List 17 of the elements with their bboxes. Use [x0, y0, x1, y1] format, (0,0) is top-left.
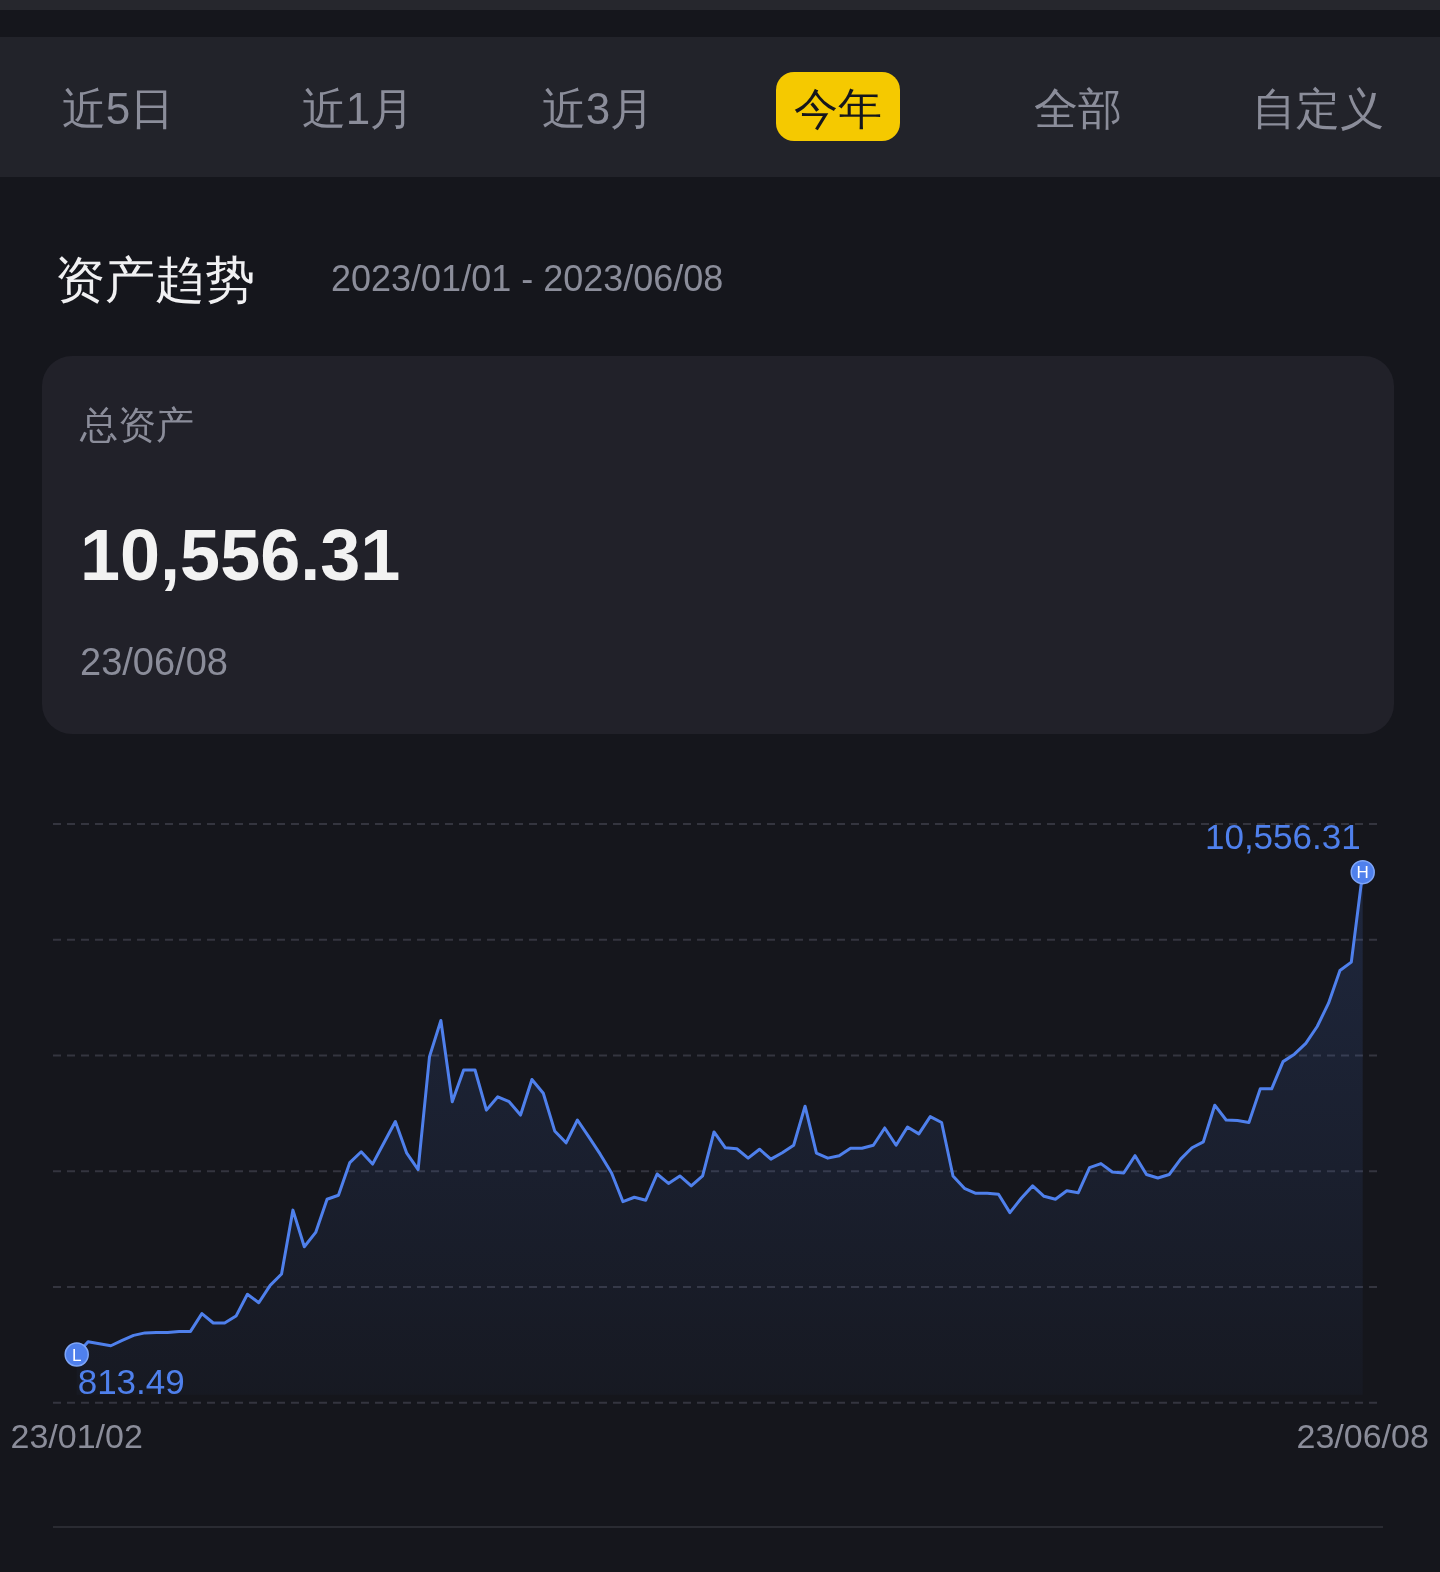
tab-label: 全部	[1034, 84, 1122, 133]
card-label: 10,556.31	[80, 515, 401, 595]
tab-label: 近3月	[541, 84, 655, 133]
selected-tab: 今年	[776, 72, 900, 141]
point-badge: H	[1350, 859, 1375, 885]
card-label: 23/06/08	[80, 641, 228, 683]
tab-label: 近1月	[301, 84, 415, 133]
chart-subtitle: 2023/01/01 - 2023/06/08	[331, 258, 724, 299]
point-badge: L	[64, 1342, 89, 1367]
tab-label: 近5日	[61, 84, 175, 133]
tab-label: 自定义	[1252, 84, 1384, 133]
annotation: H	[1356, 863, 1369, 883]
x-tick-label: 23/01/02	[10, 1417, 143, 1455]
x-tick-label: 23/06/08	[1296, 1417, 1429, 1455]
data-label: 10,556.31	[1204, 817, 1361, 857]
chart-title: 资产趋势	[55, 252, 255, 308]
card-label: 总资产	[80, 404, 194, 446]
